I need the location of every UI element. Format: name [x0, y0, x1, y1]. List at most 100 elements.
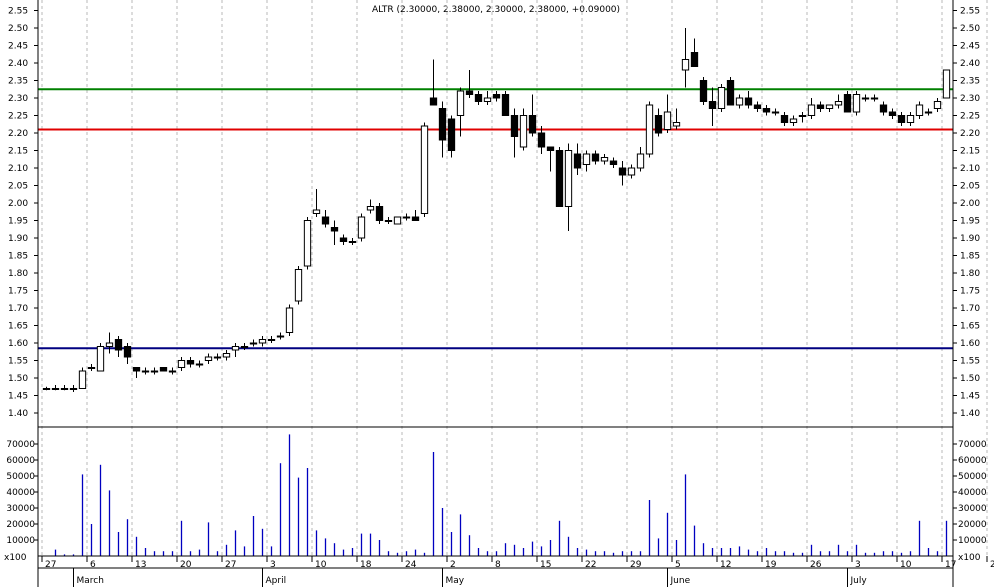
price-tick-label-right: 1.45 — [960, 392, 980, 402]
candle-body-up — [483, 97, 492, 102]
candle-body-up — [519, 115, 528, 148]
chart-title: ALTR (2.30000, 2.38000, 2.30000, 2.38000… — [372, 5, 620, 15]
price-tick-label-right: 1.65 — [960, 322, 980, 332]
price-tick-label-right: 2.50 — [960, 24, 980, 34]
candle-body-up — [798, 115, 807, 117]
month-label: April — [266, 576, 287, 586]
candle-body-down — [438, 108, 447, 141]
candle-body-up — [915, 104, 924, 116]
candle-body-down — [537, 132, 546, 148]
candle-body-down — [339, 237, 348, 242]
candle-body-up — [105, 342, 114, 347]
candle-body-up — [348, 241, 357, 243]
candle-body-up — [933, 101, 942, 109]
volume-tick-label-right: 30000 — [958, 504, 987, 514]
grid-lines — [41, 0, 988, 556]
price-tick-label-right: 1.80 — [960, 269, 980, 279]
candle-body-up — [672, 122, 681, 127]
candle-body-down — [654, 115, 663, 134]
candle-body-up — [168, 370, 177, 373]
candle-body-down — [132, 367, 141, 372]
price-tick-label-left: 2.30 — [8, 94, 28, 104]
candle-body-down — [429, 97, 438, 106]
date-tick-label: 17 — [945, 560, 956, 570]
date-tick-label: 24 — [990, 560, 994, 570]
date-tick-label: 6 — [90, 560, 96, 570]
price-tick-label-right: 2.25 — [960, 112, 980, 122]
price-tick-label-left: 1.80 — [8, 269, 28, 279]
price-tick-label-left: 2.50 — [8, 24, 28, 34]
price-tick-label-right: 1.95 — [960, 217, 980, 227]
price-axis: 1.40 1.40 1.45 1.45 1.50 1.50 1.55 1.55 1.60 1.60… — [8, 7, 980, 420]
candle-body-up — [402, 216, 411, 219]
price-tick-label-left: 1.45 — [8, 392, 28, 402]
date-tick-label: 29 — [630, 560, 642, 570]
price-tick-label-left: 2.20 — [8, 129, 28, 139]
price-tick-label-right: 2.15 — [960, 147, 980, 157]
candle-body-up — [636, 153, 645, 169]
candle-body-up — [825, 104, 834, 109]
candle-body-up — [267, 339, 276, 341]
date-tick-label: 10 — [315, 560, 327, 570]
date-tick-label: 27 — [45, 560, 56, 570]
volume-tick-label-left: 70000 — [6, 440, 35, 450]
candle-body-down — [843, 94, 852, 113]
candle-body-up — [249, 342, 258, 345]
candle-body-down — [726, 80, 735, 106]
price-tick-label-left: 1.65 — [8, 322, 28, 332]
price-tick-label-right: 2.55 — [960, 7, 980, 17]
candle-body-down — [780, 115, 789, 123]
candle-body-down — [492, 94, 501, 99]
volume-tick-label-left: 10000 — [6, 536, 35, 546]
candle-body-up — [789, 118, 798, 123]
candle-body-down — [465, 90, 474, 95]
date-tick-label: 20 — [180, 560, 192, 570]
price-tick-label-left: 2.10 — [8, 164, 28, 174]
candle-body-up — [393, 216, 402, 225]
volume-series — [54, 434, 948, 556]
candle-body-up — [240, 346, 249, 348]
price-tick-label-left: 2.55 — [8, 7, 28, 17]
candle-body-up — [42, 388, 51, 390]
volume-tick-label-right: 70000 — [958, 440, 987, 450]
date-tick-label: 24 — [405, 560, 417, 570]
price-tick-label-left: 1.85 — [8, 252, 28, 262]
price-tick-label-left: 2.45 — [8, 42, 28, 52]
candle-body-up — [771, 111, 780, 114]
price-tick-label-right: 1.60 — [960, 339, 980, 349]
candle-body-up — [141, 370, 150, 373]
candle-body-up — [213, 356, 222, 359]
candle-body-up — [906, 115, 915, 123]
candle-body-up — [384, 220, 393, 222]
date-tick-label: 2 — [450, 560, 456, 570]
candle-body-down — [609, 160, 618, 165]
candle-body-up — [150, 370, 159, 373]
price-tick-label-right: 2.45 — [960, 42, 980, 52]
volume-tick-label-right: 20000 — [958, 520, 987, 530]
volume-tick-label-right: 10000 — [958, 536, 987, 546]
candle-body-up — [285, 307, 294, 333]
candle-body-down — [474, 94, 483, 102]
candle-body-up — [258, 339, 267, 344]
candle-body-down — [321, 216, 330, 225]
price-tick-label-right: 2.20 — [960, 129, 980, 139]
candle-body-up — [564, 150, 573, 207]
candle-body-up — [924, 111, 933, 114]
date-tick-label: 18 — [360, 560, 372, 570]
month-label: May — [446, 576, 465, 586]
candle-body-down — [528, 115, 537, 134]
candle-body-up — [195, 363, 204, 366]
candle-body-up — [303, 220, 312, 267]
candle-body-down — [762, 108, 771, 113]
date-tick-label: 26 — [810, 560, 822, 570]
month-label: June — [670, 576, 691, 586]
price-tick-label-right: 2.00 — [960, 199, 980, 209]
candle-body-up — [60, 388, 69, 390]
price-tick-label-left: 2.05 — [8, 182, 28, 192]
candle-body-down — [546, 146, 555, 151]
price-tick-label-left: 2.40 — [8, 59, 28, 69]
candle-body-up — [627, 167, 636, 176]
candle-body-up — [87, 367, 96, 369]
price-tick-label-left: 1.55 — [8, 357, 28, 367]
candle-body-down — [879, 104, 888, 113]
